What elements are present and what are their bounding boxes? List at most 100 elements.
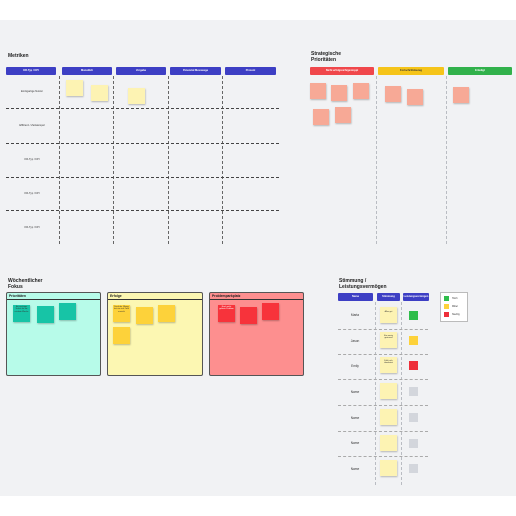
- sticky-text: Fühlt sich überlastet: [384, 360, 393, 365]
- metrics-header-kr-type: KR-Typ / KPI: [6, 67, 56, 75]
- mood-note[interactable]: Fühlt sich überlastet: [380, 357, 397, 373]
- mood-title: Stimmung / Leistungsvermögen: [339, 278, 387, 290]
- sticky-note[interactable]: [136, 307, 153, 324]
- metrics-column-divider: [59, 76, 60, 244]
- mood-header-name: Name: [338, 293, 373, 301]
- metrics-row-divider: [6, 210, 279, 211]
- metrics-row-label: Einzigartige Nutzer: [21, 90, 43, 93]
- sticky-text: Dank der Übung hat sie sich Ziele erreic…: [114, 306, 129, 313]
- focus-panel-title: Erfolge: [110, 294, 122, 298]
- sticky-note[interactable]: [113, 327, 130, 344]
- focus-title: Wöchentlicher Fokus: [8, 278, 42, 290]
- status-square-gray[interactable]: [409, 387, 418, 396]
- mood-person-name: Emily: [351, 364, 359, 368]
- sticky-note[interactable]: [128, 88, 145, 104]
- sticky-note[interactable]: Ein wichtiger Schritt für die nächste Wo…: [13, 305, 30, 322]
- mood-person-name: Name: [350, 467, 360, 471]
- mood-person-name: Jason: [350, 339, 360, 343]
- sticky-note[interactable]: [313, 109, 329, 125]
- mood-person-name: Marta: [350, 313, 360, 317]
- focus-title-line: Wöchentlicher: [8, 278, 43, 284]
- metrics-column-divider: [113, 76, 114, 244]
- metrics-row-label: KR-Typ / KPI: [24, 158, 40, 161]
- sticky-note[interactable]: [59, 303, 76, 320]
- legend-swatch-yellow: [444, 304, 449, 309]
- metrics-header-potential: Potenzial Messwege: [170, 67, 221, 75]
- legend-swatch-red: [444, 312, 449, 317]
- strategic-title: Strategische Prioritäten: [311, 51, 341, 63]
- sticky-note[interactable]: [385, 86, 401, 102]
- sticky-text: Noch nicht gelöste Problem: [219, 306, 234, 311]
- mood-row-divider: [338, 405, 428, 406]
- sticky-note[interactable]: [335, 107, 351, 123]
- mood-note[interactable]: Ein wenig gestresst: [380, 332, 397, 348]
- status-square-gray[interactable]: [409, 439, 418, 448]
- legend-label: Niedrig: [452, 313, 460, 316]
- metrics-row-divider: [6, 108, 279, 109]
- metrics-row-divider: [6, 177, 279, 178]
- sticky-note[interactable]: [158, 305, 175, 322]
- status-square-gray[interactable]: [409, 464, 418, 473]
- mood-person-name: Name: [350, 390, 360, 394]
- sticky-note[interactable]: [353, 83, 369, 99]
- status-square-gray[interactable]: [409, 413, 418, 422]
- mood-column-divider: [401, 302, 402, 485]
- focus-panel-title: Problemparkplatz: [212, 294, 241, 298]
- sticky-note[interactable]: [331, 85, 347, 101]
- legend-label: Hoch: [452, 297, 458, 300]
- status-square-green[interactable]: [409, 311, 418, 320]
- sticky-note[interactable]: [407, 89, 423, 105]
- metrics-header-monthly: Monatlich: [62, 67, 112, 75]
- sticky-note[interactable]: [310, 83, 326, 99]
- strategic-column-divider: [376, 76, 377, 244]
- mood-row-divider: [338, 354, 428, 355]
- mood-row-divider: [338, 329, 428, 330]
- metrics-row-label: Effizienz / Zeitstempel: [19, 124, 45, 127]
- status-square-red[interactable]: [409, 361, 418, 370]
- mood-column-divider: [375, 302, 376, 485]
- mood-row-divider: [338, 379, 428, 380]
- mood-note[interactable]: Alles gut: [380, 307, 397, 323]
- focus-panel-title: Prioritäten: [9, 294, 26, 298]
- panel-divider: [210, 299, 303, 300]
- sticky-note[interactable]: [37, 306, 54, 323]
- mood-note[interactable]: [380, 383, 397, 399]
- strategic-title-line: Prioritäten: [311, 57, 337, 63]
- metrics-row-label: KR-Typ / KPI: [24, 226, 40, 229]
- sticky-note[interactable]: [453, 87, 469, 103]
- metrics-header-percent: Prozent: [225, 67, 276, 75]
- legend-swatch-green: [444, 296, 449, 301]
- status-square-yellow[interactable]: [409, 336, 418, 345]
- metrics-column-divider: [222, 76, 223, 244]
- metrics-column-divider: [168, 76, 169, 244]
- mood-person-name: Name: [350, 441, 360, 445]
- focus-title-line: Fokus: [8, 284, 23, 290]
- metrics-header-target: Vorgabe: [116, 67, 166, 75]
- mood-title-line: Stimmung /: [339, 278, 367, 284]
- strategic-title-line: Strategische: [311, 51, 342, 57]
- mood-legend: Hoch Mittel Niedrig: [440, 292, 468, 322]
- panel-divider: [7, 299, 100, 300]
- mood-person-name: Name: [350, 416, 360, 420]
- metrics-row-divider: [6, 143, 279, 144]
- sticky-note[interactable]: [240, 307, 257, 324]
- sticky-note[interactable]: Dank der Übung hat sie sich Ziele erreic…: [113, 305, 130, 322]
- mood-note[interactable]: [380, 460, 397, 476]
- sticky-note[interactable]: [262, 303, 279, 320]
- strategic-header-stopped: Nicht erfolgreich/gestoppt: [310, 67, 374, 75]
- sticky-note[interactable]: [66, 80, 83, 96]
- metrics-title: Metriken: [8, 53, 29, 59]
- strategic-column-divider: [446, 76, 447, 244]
- mood-row-divider: [338, 431, 428, 432]
- mood-row-divider: [338, 456, 428, 457]
- strategic-header-progress: Fortschrittsbezug: [378, 67, 444, 75]
- whiteboard-canvas[interactable]: [0, 20, 516, 496]
- mood-header-mood: Stimmung: [377, 293, 400, 301]
- sticky-text: Alles gut: [384, 311, 393, 313]
- legend-label: Mittel: [452, 305, 458, 308]
- sticky-note[interactable]: Noch nicht gelöste Problem: [218, 305, 235, 322]
- mood-note[interactable]: [380, 409, 397, 425]
- mood-note[interactable]: [380, 435, 397, 451]
- sticky-note[interactable]: [91, 85, 108, 101]
- strategic-header-done: Erledigt: [448, 67, 512, 75]
